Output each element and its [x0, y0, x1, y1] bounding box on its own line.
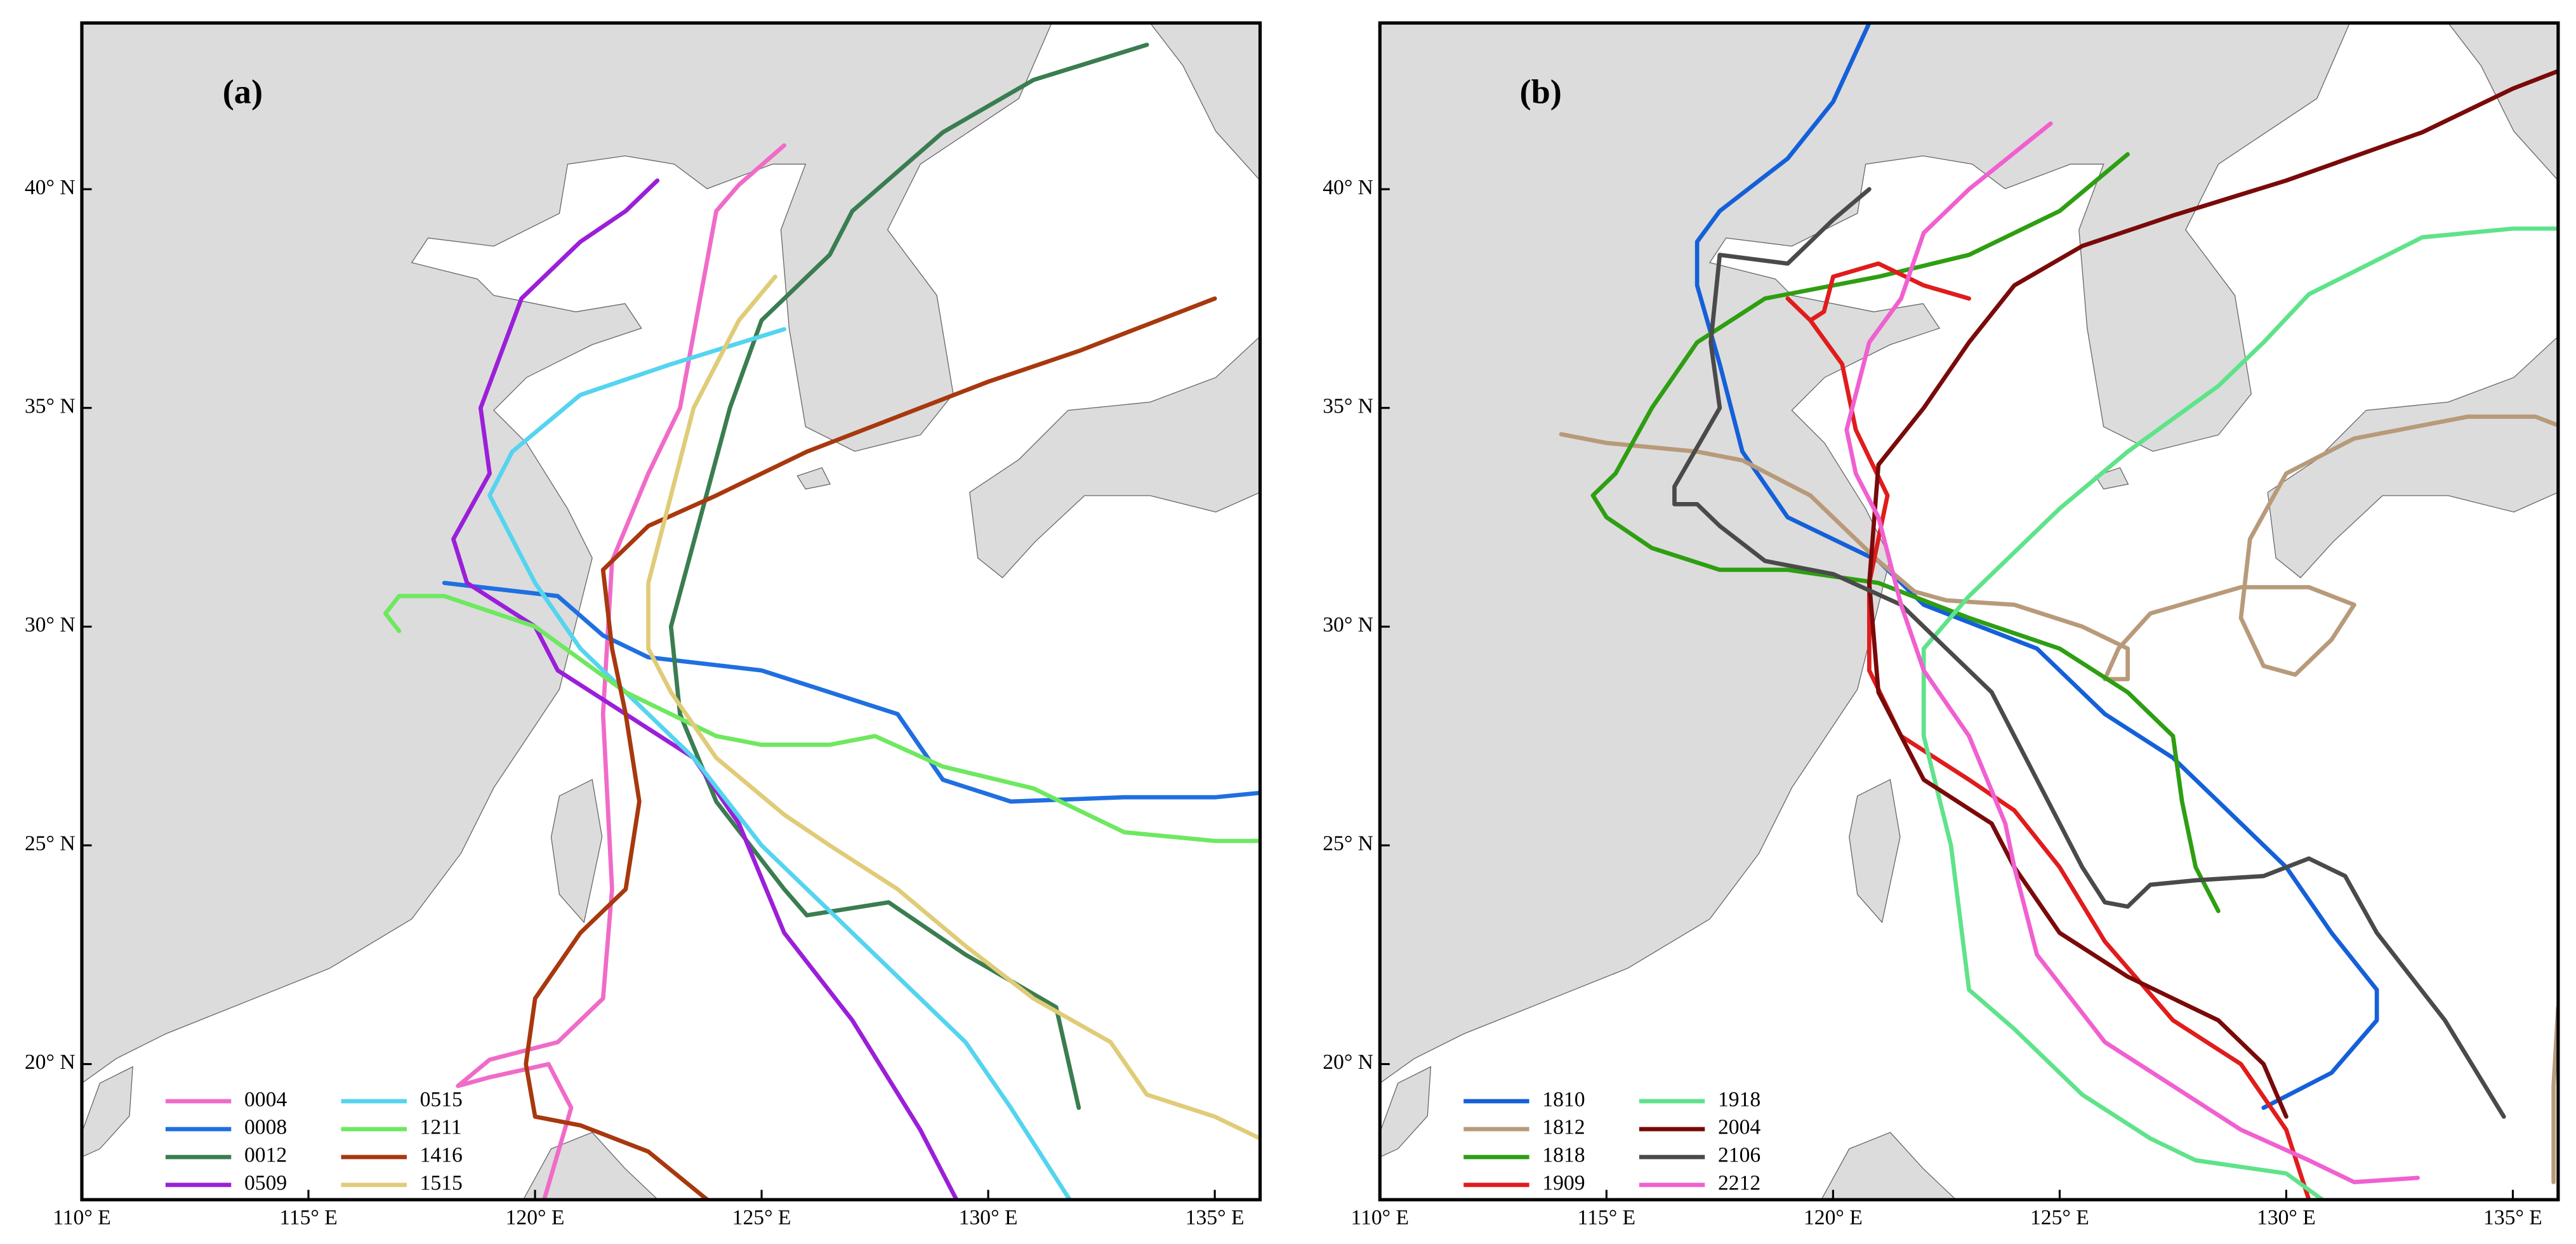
legend-label: 1818 [1542, 1144, 1585, 1167]
x-tick-label: 115° E [279, 1206, 338, 1229]
panel-label: (b) [1520, 72, 1562, 110]
legend-label: 1211 [420, 1116, 462, 1139]
typhoon-track [1921, 226, 2558, 1200]
x-tick-label: 120° E [506, 1206, 565, 1229]
legend-label: 2106 [1718, 1144, 1760, 1167]
typhoon-track [456, 143, 787, 1200]
legend-label: 1812 [1542, 1116, 1585, 1139]
frame [80, 21, 1262, 1201]
legend-label: 2004 [1718, 1116, 1760, 1139]
y-tick-label: 40° N [25, 176, 76, 199]
y-tick-label: 40° N [1323, 176, 1373, 199]
legend-label: 1810 [1542, 1088, 1585, 1111]
x-tick-label: 125° E [2030, 1206, 2089, 1229]
typhoon-track [442, 581, 1260, 804]
panel-label: (a) [223, 72, 263, 110]
x-tick-label: 120° E [1804, 1206, 1863, 1229]
land [1379, 22, 2559, 1200]
typhoon-track [1867, 69, 2558, 1119]
y-tick-label: 20° N [1323, 1050, 1373, 1074]
tracks [383, 43, 1260, 1200]
x-tick-label: 115° E [1578, 1206, 1636, 1229]
y-tick-label: 20° N [25, 1050, 76, 1074]
x-tick-label: 110° E [1351, 1206, 1410, 1229]
legend-label: 1909 [1542, 1172, 1585, 1195]
x-tick-label: 135° E [1186, 1206, 1245, 1229]
y-tick-label: 35° N [1323, 394, 1373, 418]
panel: 110° E 115° E 120° E 125° E 130° E 135° E 20° … [1323, 21, 2560, 1229]
typhoon-track [1844, 121, 2420, 1184]
typhoon-track [1672, 187, 2506, 1119]
typhoon-track [383, 593, 1260, 844]
x-tick-label: 130° E [2257, 1206, 2316, 1229]
legend-label: 0004 [244, 1088, 287, 1111]
x-tick-label: 130° E [959, 1206, 1018, 1229]
legend-label: 1515 [420, 1172, 463, 1195]
frame [1378, 21, 2560, 1201]
typhoon-track [487, 327, 1072, 1200]
x-tick-label: 135° E [2483, 1206, 2542, 1229]
panel: 110° E 115° E 120° E 125° E 130° E 135° E 20° … [25, 21, 1262, 1229]
y-tick-label: 25° N [25, 832, 76, 856]
legend-label: 0509 [244, 1172, 287, 1195]
legend-label: 2212 [1718, 1172, 1760, 1195]
legend-label: 0012 [244, 1144, 287, 1167]
typhoon-track [668, 43, 1149, 1110]
y-tick-label: 25° N [1323, 832, 1373, 856]
typhoon-track [1694, 23, 2379, 1110]
typhoon-track [646, 274, 1260, 1141]
y-tick-label: 35° N [25, 394, 76, 418]
y-tick-label: 30° N [1323, 613, 1373, 637]
legend-label: 0008 [244, 1116, 287, 1139]
x-tick-label: 125° E [732, 1206, 791, 1229]
land [81, 23, 1260, 1200]
typhoon-track [1590, 152, 2221, 913]
legend-label: 0515 [420, 1088, 463, 1111]
typhoon-track [524, 296, 1217, 1200]
y-tick-label: 30° N [25, 613, 76, 637]
legend-label: 1918 [1718, 1088, 1760, 1111]
tracks [1559, 23, 2558, 1200]
legend-label: 1416 [420, 1144, 463, 1167]
x-tick-label: 110° E [53, 1206, 111, 1229]
